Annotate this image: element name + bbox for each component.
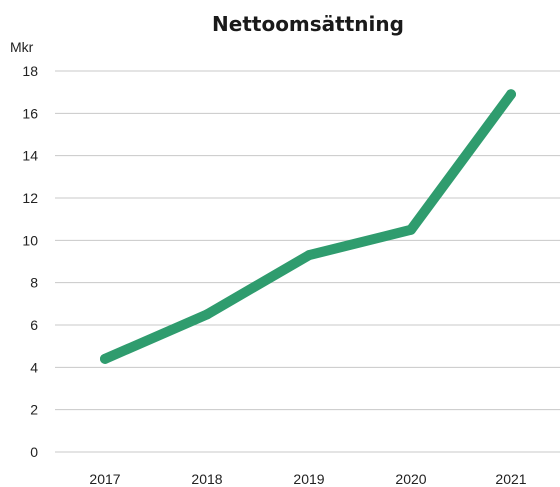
y-axis-unit-label: Mkr <box>10 39 34 55</box>
x-tick-label: 2020 <box>395 471 426 487</box>
data-point-2017 <box>100 353 110 364</box>
series-group <box>100 89 516 364</box>
data-point-2020 <box>406 224 416 235</box>
x-tick-label: 2021 <box>495 471 526 487</box>
y-tick-label: 6 <box>30 317 38 333</box>
x-tick-label: 2017 <box>89 471 120 487</box>
series-line <box>100 89 516 364</box>
y-tick-label: 0 <box>30 444 38 460</box>
y-tick-label: 18 <box>22 63 38 79</box>
y-axis-ticks: 0 2 4 6 8 10 12 14 16 18 <box>22 63 38 460</box>
y-tick-label: 16 <box>22 105 38 121</box>
y-tick-label: 14 <box>22 148 38 164</box>
data-point-2018 <box>202 309 212 320</box>
data-point-2021 <box>506 89 516 100</box>
y-tick-label: 12 <box>22 190 38 206</box>
x-tick-label: 2018 <box>191 471 222 487</box>
x-axis-ticks: 2017 2018 2019 2020 2021 <box>89 471 526 487</box>
grid <box>55 70 560 453</box>
y-tick-label: 8 <box>30 275 38 291</box>
y-tick-label: 4 <box>30 359 38 375</box>
y-tick-label: 2 <box>30 402 38 418</box>
y-tick-label: 10 <box>22 232 38 248</box>
x-tick-label: 2019 <box>293 471 324 487</box>
data-point-2019 <box>304 250 314 261</box>
chart-title: Nettoomsättning <box>212 12 404 36</box>
